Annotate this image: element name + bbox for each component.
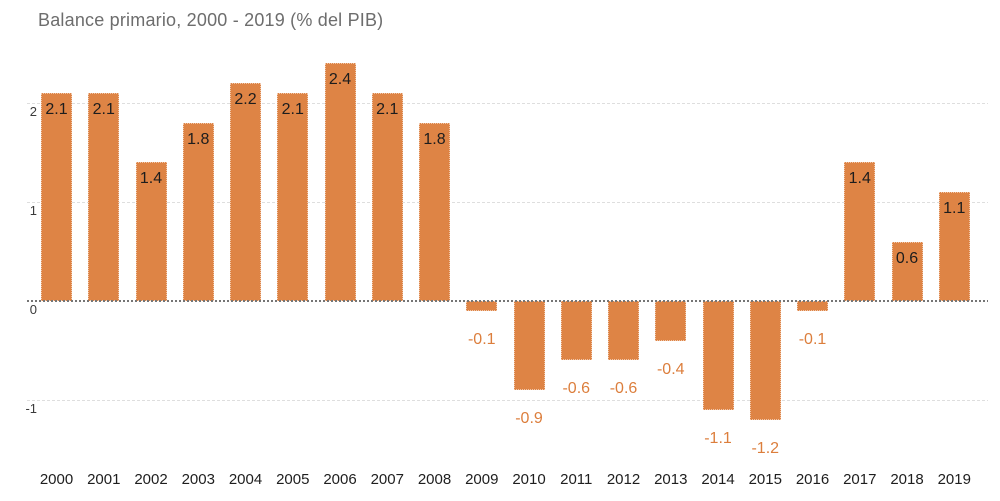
x-tick-label: 2016 bbox=[795, 471, 830, 488]
bar-value-label: -0.6 bbox=[609, 380, 638, 398]
x-tick-label: 2008 bbox=[417, 471, 452, 488]
bar-value-label: 2.2 bbox=[234, 91, 257, 109]
bar-2007 bbox=[371, 93, 403, 301]
x-tick-label: 2006 bbox=[323, 471, 357, 488]
x-tick-label: 2004 bbox=[228, 471, 263, 488]
x-tick-label: 2012 bbox=[606, 471, 641, 488]
bar-value-label: -0.6 bbox=[562, 380, 591, 398]
bar-2006 bbox=[324, 63, 356, 301]
gridline bbox=[27, 400, 988, 401]
bar-2010 bbox=[513, 301, 545, 391]
bar-value-label: -0.9 bbox=[515, 410, 543, 428]
bar-value-label: 2.4 bbox=[328, 71, 352, 89]
y-tick-label: 1 bbox=[29, 203, 37, 218]
bar-value-label: 2.1 bbox=[45, 101, 68, 119]
x-tick-label: 2013 bbox=[654, 471, 688, 488]
x-tick-label: 2017 bbox=[843, 471, 877, 488]
y-tick-label: -1 bbox=[25, 401, 37, 416]
bar-value-label: 1.8 bbox=[187, 130, 210, 148]
x-tick-label: 2002 bbox=[134, 471, 168, 488]
zero-baseline bbox=[27, 300, 988, 302]
bar-2017 bbox=[844, 162, 876, 301]
bar-2004 bbox=[230, 83, 261, 301]
chart-title: Balance primario, 2000 - 2019 (% del PIB… bbox=[38, 10, 384, 30]
bar-2000 bbox=[41, 93, 72, 301]
bar-2016 bbox=[797, 301, 828, 311]
bar-value-label: -0.1 bbox=[798, 330, 827, 348]
bar-value-label: 1.8 bbox=[423, 130, 446, 148]
bar-2013 bbox=[655, 301, 687, 341]
x-tick-label: 2009 bbox=[465, 471, 499, 488]
x-tick-label: 2018 bbox=[890, 471, 924, 488]
x-tick-label: 2003 bbox=[181, 471, 215, 488]
bar-2005 bbox=[277, 93, 309, 301]
bar-2015 bbox=[749, 301, 781, 420]
bar-2019 bbox=[938, 192, 970, 301]
x-tick-label: 2019 bbox=[937, 471, 971, 488]
x-tick-label: 2005 bbox=[276, 471, 310, 488]
bar-2018 bbox=[891, 241, 923, 301]
x-tick-label: 2014 bbox=[701, 471, 735, 488]
bar-value-label: 0.6 bbox=[895, 249, 919, 267]
bar-2014 bbox=[702, 301, 734, 410]
bar-2001 bbox=[88, 93, 120, 301]
bar-2008 bbox=[419, 122, 450, 301]
bar-value-label: 1.4 bbox=[848, 170, 871, 188]
y-tick-label: 2 bbox=[29, 104, 37, 119]
bar-2009 bbox=[466, 301, 498, 311]
x-tick-label: 2007 bbox=[370, 471, 404, 488]
bar-value-label: -1.1 bbox=[704, 429, 732, 447]
bar-value-label: 2.1 bbox=[92, 101, 115, 119]
bar-value-label: 2.1 bbox=[376, 101, 399, 119]
bar-value-label: -0.1 bbox=[467, 330, 496, 348]
bar-value-label: 2.1 bbox=[281, 101, 304, 119]
y-tick-label: 0 bbox=[29, 302, 37, 317]
x-tick-label: 2000 bbox=[39, 471, 74, 488]
bar-2011 bbox=[560, 301, 592, 361]
bar-2002 bbox=[135, 162, 167, 301]
gridline bbox=[27, 103, 988, 104]
bar-value-label: 1.4 bbox=[139, 170, 163, 188]
x-tick-label: 2001 bbox=[87, 471, 121, 488]
bar-value-label: 1.1 bbox=[943, 200, 966, 218]
x-tick-label: 2015 bbox=[748, 471, 782, 488]
gridline bbox=[27, 202, 988, 203]
bar-2012 bbox=[608, 301, 639, 361]
bar-value-label: -1.2 bbox=[751, 439, 780, 457]
x-tick-label: 2010 bbox=[512, 471, 546, 488]
x-tick-label: 2011 bbox=[560, 471, 593, 488]
bar-value-label: -0.4 bbox=[656, 360, 685, 378]
bar-2003 bbox=[182, 122, 214, 301]
